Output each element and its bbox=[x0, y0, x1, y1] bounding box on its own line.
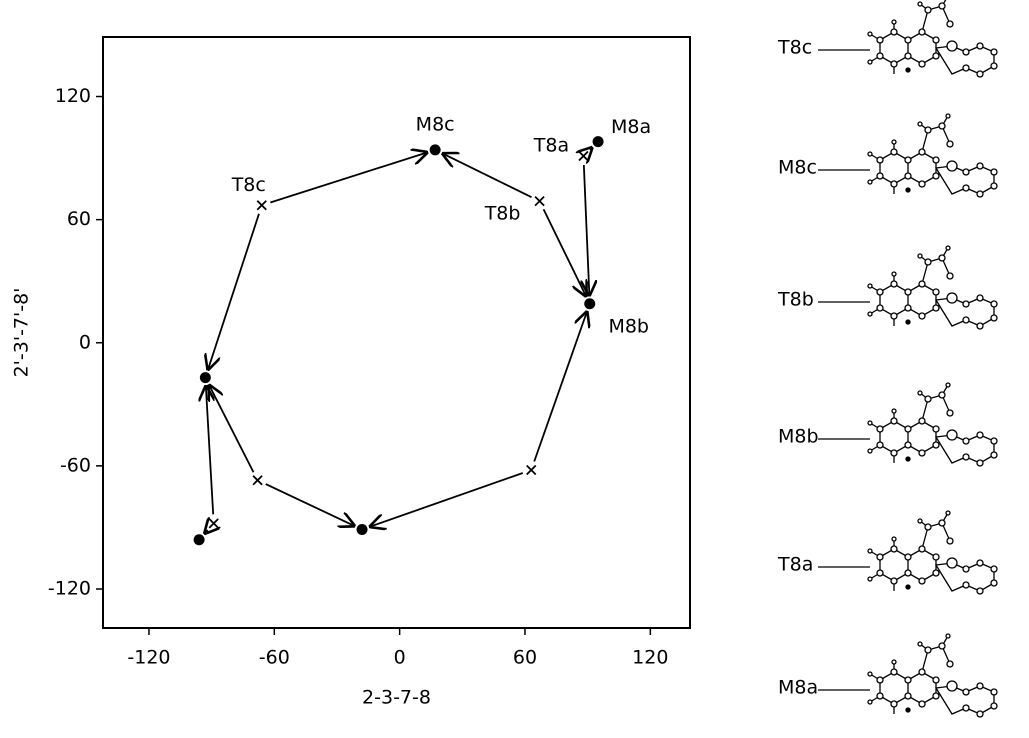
y-tick-label: 0 bbox=[79, 331, 91, 353]
structure-drawing bbox=[868, 114, 997, 197]
structure-label: M8b bbox=[778, 426, 819, 448]
arrow bbox=[590, 148, 592, 150]
figure: -120 -60 0 60 120 -120 -60 0 60 120 2-3-7-8 2'-3'-7… bbox=[0, 0, 1029, 734]
plot-area: -120 -60 0 60 120 -120 -60 0 60 120 2-3-7-8 2'-3'-7… bbox=[11, 37, 691, 709]
x-tick-label: 0 bbox=[394, 647, 406, 669]
point-label: T8c bbox=[231, 174, 266, 196]
point-label: M8c bbox=[416, 113, 455, 135]
structure-drawing bbox=[868, 383, 997, 466]
minimum-point bbox=[593, 136, 604, 147]
plot-frame bbox=[103, 37, 690, 628]
minimum-point bbox=[430, 144, 441, 155]
x-tick-label: 120 bbox=[632, 647, 668, 669]
structure-drawing bbox=[868, 246, 997, 329]
point-label: T8b bbox=[484, 203, 521, 225]
point-label: M8b bbox=[608, 315, 649, 337]
y-axis-label: 2'-3'-7'-8' bbox=[11, 288, 33, 378]
arrow bbox=[270, 153, 426, 203]
y-tick-label: -60 bbox=[60, 454, 91, 476]
arrow bbox=[205, 530, 208, 533]
transition-point bbox=[253, 476, 262, 485]
structure-label: T8a bbox=[777, 554, 813, 576]
point-label: M8a bbox=[611, 116, 651, 138]
structure-label: M8c bbox=[778, 157, 817, 179]
arrow bbox=[208, 214, 259, 369]
x-tick-label: -60 bbox=[259, 647, 290, 669]
x-axis-label: 2-3-7-8 bbox=[362, 687, 431, 709]
y-tick-label: 120 bbox=[55, 85, 91, 107]
x-tick-label: 60 bbox=[513, 647, 537, 669]
minimum-point bbox=[194, 534, 205, 545]
transition-point bbox=[579, 152, 588, 161]
structure-drawing bbox=[868, 634, 997, 717]
arrow bbox=[544, 209, 586, 295]
structure-panel: T8c M8c T8b M8b T8a M8a bbox=[777, 0, 997, 717]
structure-label: T8c bbox=[777, 37, 812, 59]
y-tick-label: 60 bbox=[67, 208, 91, 230]
transition-point bbox=[257, 201, 266, 210]
arrow bbox=[209, 386, 253, 473]
arrow bbox=[443, 154, 531, 197]
y-tick-label: -120 bbox=[48, 578, 91, 600]
structure-drawing bbox=[868, 0, 997, 77]
x-tick-label: -120 bbox=[127, 647, 170, 669]
structure-drawing bbox=[868, 511, 997, 594]
arrow bbox=[206, 387, 213, 515]
structure-label: M8a bbox=[778, 677, 818, 699]
transition-point bbox=[527, 465, 536, 474]
transition-point bbox=[209, 519, 218, 528]
arrow bbox=[534, 312, 587, 461]
arrow bbox=[584, 165, 590, 295]
minimum-point bbox=[584, 298, 595, 309]
minimum-point bbox=[200, 372, 211, 383]
arrow bbox=[266, 484, 354, 526]
structure-label: T8b bbox=[777, 289, 814, 311]
transition-point bbox=[535, 197, 544, 206]
minimum-point bbox=[357, 524, 368, 535]
point-label: T8a bbox=[533, 135, 569, 157]
arrow bbox=[371, 473, 523, 527]
